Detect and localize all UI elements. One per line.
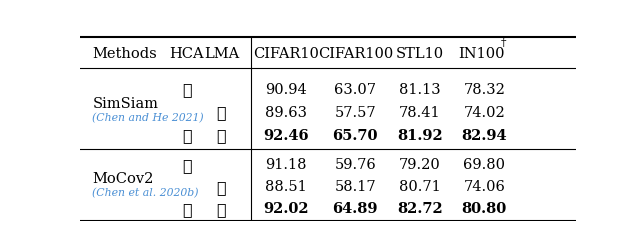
Text: IN100: IN100 [458,47,505,61]
Text: 92.02: 92.02 [263,202,308,216]
Text: CIFAR100: CIFAR100 [317,47,393,61]
Text: 69.80: 69.80 [463,158,505,172]
Text: STL10: STL10 [396,47,444,61]
Text: 58.17: 58.17 [335,180,376,194]
Text: 78.41: 78.41 [399,106,440,120]
Text: MoCov2: MoCov2 [92,172,154,186]
Text: 74.06: 74.06 [463,180,505,194]
Text: ✓: ✓ [182,201,191,218]
Text: 63.07: 63.07 [334,83,376,97]
Text: SimSiam: SimSiam [92,97,159,111]
Text: †: † [500,38,506,48]
Text: 74.02: 74.02 [463,106,505,120]
Text: Methods: Methods [92,47,157,61]
Text: 82.94: 82.94 [461,129,507,143]
Text: 59.76: 59.76 [335,158,376,172]
Text: 81.13: 81.13 [399,83,440,97]
Text: ✓: ✓ [216,201,226,218]
Text: 90.94: 90.94 [265,83,307,97]
Text: ✓: ✓ [182,81,191,98]
Text: 89.63: 89.63 [265,106,307,120]
Text: 79.20: 79.20 [399,158,440,172]
Text: ✓: ✓ [182,127,191,144]
Text: (Chen and He 2021): (Chen and He 2021) [92,113,204,124]
Text: 92.46: 92.46 [263,129,308,143]
Text: HCA: HCA [170,47,204,61]
Text: 64.89: 64.89 [333,202,378,216]
Text: 80.80: 80.80 [461,202,507,216]
Text: 81.92: 81.92 [397,129,443,143]
Text: 57.57: 57.57 [335,106,376,120]
Text: 88.51: 88.51 [265,180,307,194]
Text: (Chen et al. 2020b): (Chen et al. 2020b) [92,188,199,198]
Text: ✓: ✓ [216,179,226,196]
Text: 78.32: 78.32 [463,83,505,97]
Text: LMA: LMA [204,47,239,61]
Text: 91.18: 91.18 [265,158,307,172]
Text: 65.70: 65.70 [333,129,378,143]
Text: 82.72: 82.72 [397,202,443,216]
Text: ✓: ✓ [182,157,191,174]
Text: ✓: ✓ [216,104,226,121]
Text: 80.71: 80.71 [399,180,440,194]
Text: CIFAR10: CIFAR10 [253,47,319,61]
Text: ✓: ✓ [216,127,226,144]
